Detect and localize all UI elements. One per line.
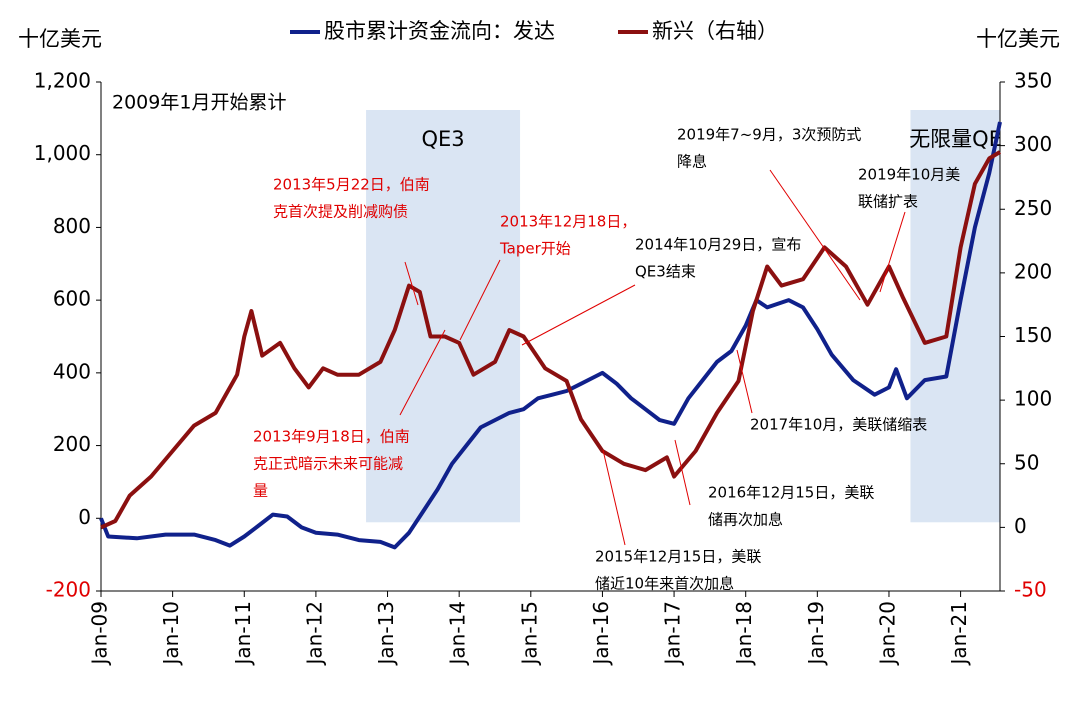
x-tick-label: Jan-18 xyxy=(732,601,756,667)
annotation: 克正式暗示未来可能减 xyxy=(253,455,403,473)
y2-tick-label: 350 xyxy=(1014,69,1052,93)
y-tick-label: -200 xyxy=(46,578,91,602)
y-tick-label: 1,000 xyxy=(34,141,91,165)
annotation-arrow xyxy=(521,284,636,346)
x-tick-label: Jan-11 xyxy=(231,601,255,667)
x-tick-label: Jan-20 xyxy=(875,601,899,667)
annotation-arrow xyxy=(736,349,753,414)
y-tick-label: 1,200 xyxy=(34,69,91,93)
x-tick-label: Jan-13 xyxy=(374,601,398,667)
y2-tick-label: 300 xyxy=(1014,132,1052,156)
x-tick-label: Jan-21 xyxy=(947,601,971,667)
series-line xyxy=(99,121,1002,550)
x-tick-label: Jan-10 xyxy=(159,601,183,667)
series-line xyxy=(100,150,1002,530)
legend-label: 股市累计资金流向：发达 xyxy=(324,19,555,43)
annotation-arrow xyxy=(769,169,861,301)
annotation: Taper开始 xyxy=(499,240,571,258)
annotation-arrow xyxy=(674,439,691,506)
y2-tick-label: 200 xyxy=(1014,259,1052,283)
annotation-arrow xyxy=(399,329,446,416)
y2-tick-label: 0 xyxy=(1014,514,1027,538)
x-tick-label: Jan-14 xyxy=(446,601,470,667)
annotation: 储再次加息 xyxy=(708,511,783,529)
y2-tick-label: 250 xyxy=(1014,196,1052,220)
subtitle: 2009年1月开始累计 xyxy=(112,92,286,114)
annotation: 2017年10月，美联储缩表 xyxy=(750,416,927,434)
annotation: 联储扩表 xyxy=(858,193,918,211)
y2-tick-label: 50 xyxy=(1014,450,1039,474)
y-tick-label: 200 xyxy=(53,432,91,456)
x-tick-label: Jan-16 xyxy=(589,601,613,667)
x-tick-label: Jan-15 xyxy=(517,601,541,667)
shaded-label: QE3 xyxy=(421,127,464,151)
annotation-arrow xyxy=(602,449,626,546)
x-tick-label: Jan-17 xyxy=(661,601,685,667)
y-tick-label: 0 xyxy=(78,505,91,529)
x-tick-label: Jan-19 xyxy=(804,601,828,667)
x-tick-label: Jan-12 xyxy=(302,601,326,667)
x-tick-label: Jan-09 xyxy=(88,601,112,667)
annotation: 2019年7~9月，3次预防式 xyxy=(677,126,861,144)
y2-tick-label: 100 xyxy=(1014,387,1052,411)
annotation-arrow xyxy=(404,261,419,306)
y-tick-label: 400 xyxy=(53,359,91,383)
annotation: 2013年9月18日，伯南 xyxy=(253,428,410,446)
annotation: 2013年12月18日， xyxy=(500,213,636,231)
annotation: 量 xyxy=(253,482,268,500)
annotation: 降息 xyxy=(677,153,707,171)
shaded-region xyxy=(366,110,521,523)
annotation: 储近10年来首次加息 xyxy=(595,575,734,593)
annotation: 2013年5月22日，伯南 xyxy=(273,176,430,194)
annotation-arrow xyxy=(879,211,906,293)
y2-tick-label: -50 xyxy=(1014,578,1047,602)
y-axis-label: 十亿美元 xyxy=(18,27,102,51)
shaded-label: 无限量QE xyxy=(909,127,1002,151)
shaded-region xyxy=(910,110,1000,523)
annotation: 克首次提及削减购债 xyxy=(273,203,408,221)
y-tick-label: 800 xyxy=(53,214,91,238)
annotation-arrow xyxy=(459,259,501,341)
annotation: QE3结束 xyxy=(635,263,696,281)
legend-label: 新兴（右轴） xyxy=(652,19,778,43)
annotation: 2019年10月美 xyxy=(858,166,960,184)
y2-axis-label: 十亿美元 xyxy=(976,27,1060,51)
annotation: 2016年12月15日，美联 xyxy=(708,484,874,502)
y-tick-label: 600 xyxy=(53,287,91,311)
annotation: 2015年12月15日，美联 xyxy=(595,548,761,566)
y2-tick-label: 150 xyxy=(1014,323,1052,347)
annotation: 2014年10月29日，宣布 xyxy=(635,236,801,254)
